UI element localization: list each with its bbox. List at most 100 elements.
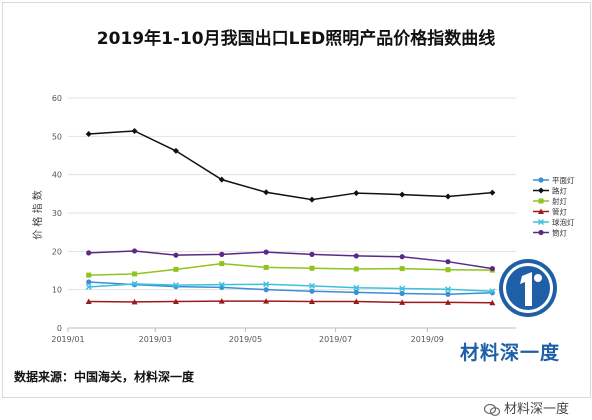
x-tick-label-2: 2019/05 <box>229 335 262 344</box>
series-line-5 <box>88 250 493 270</box>
legend-item-2: 射灯 <box>533 196 567 206</box>
point-5-8 <box>445 259 451 265</box>
legend-label-3: 管灯 <box>552 207 567 217</box>
chart-title: 2019年1-10月我国出口LED照明产品价格指数曲线 <box>96 29 496 49</box>
series-group <box>85 127 496 306</box>
x-tick-label-1: 2019/03 <box>139 335 172 344</box>
point-2-4 <box>263 264 269 270</box>
series-line-4 <box>88 283 493 292</box>
point-1-7 <box>399 191 406 198</box>
brand-text: 材料深一度 <box>460 342 561 364</box>
y-tick-label-1: 10 <box>52 286 62 295</box>
source-note: 数据来源：中国海关，材料深一度 <box>14 370 195 384</box>
point-3-5 <box>308 298 315 305</box>
y-tick-labels: 0 10 20 30 40 50 60 <box>52 94 62 333</box>
point-4-9 <box>489 288 496 295</box>
point-2-0 <box>86 272 92 278</box>
point-3-2 <box>172 298 179 305</box>
legend-swatch-marker-4 <box>538 219 544 225</box>
series-3 <box>85 298 496 306</box>
x-tick-label-0: 2019/01 <box>51 335 84 344</box>
point-0-0 <box>86 279 92 285</box>
point-2-6 <box>353 266 359 272</box>
point-0-4 <box>263 287 269 293</box>
legend-swatch-marker-3 <box>538 208 544 214</box>
point-2-8 <box>445 267 451 273</box>
point-5-5 <box>309 251 315 257</box>
series-line-3 <box>88 300 493 304</box>
y-tick-label-0: 0 <box>57 324 62 333</box>
series-2 <box>86 261 495 278</box>
legend-item-0: 平面灯 <box>533 175 575 185</box>
legend-item-5: 筒灯 <box>533 228 567 238</box>
chart-frame <box>2 2 591 398</box>
point-3-7 <box>399 299 406 305</box>
legend-item-4: 球泡灯 <box>533 217 575 227</box>
point-4-4 <box>263 281 270 288</box>
point-2-5 <box>309 265 315 271</box>
point-3-9 <box>489 299 496 306</box>
series-5 <box>86 248 495 272</box>
point-4-0 <box>85 283 92 290</box>
legend-label-2: 射灯 <box>552 196 567 206</box>
point-5-0 <box>86 250 92 256</box>
point-5-4 <box>263 249 269 255</box>
point-1-9 <box>489 189 496 196</box>
point-4-1 <box>131 280 138 287</box>
wechat-icon <box>483 403 501 416</box>
point-4-5 <box>308 282 315 289</box>
point-0-6 <box>353 289 359 295</box>
legend-label-0: 平面灯 <box>552 175 575 185</box>
point-1-6 <box>353 190 360 197</box>
point-0-5 <box>309 288 315 294</box>
point-2-7 <box>399 266 405 272</box>
x-tick-label-3: 2019/07 <box>319 335 352 344</box>
point-3-4 <box>263 298 270 304</box>
legend-label-1: 路灯 <box>552 186 567 196</box>
point-0-7 <box>399 290 405 297</box>
point-5-1 <box>131 248 138 254</box>
point-1-3 <box>218 176 225 183</box>
legend-label-5: 筒灯 <box>552 228 567 238</box>
point-3-8 <box>444 299 451 305</box>
point-3-6 <box>353 298 360 305</box>
legend-item-3: 管灯 <box>533 207 567 217</box>
point-2-1 <box>132 271 138 277</box>
y-tick-label-3: 30 <box>52 209 62 218</box>
legend-item-1: 路灯 <box>533 186 567 196</box>
point-0-8 <box>445 291 451 297</box>
series-line-2 <box>88 262 493 276</box>
point-3-1 <box>131 298 138 305</box>
point-4-8 <box>444 286 451 293</box>
series-0 <box>86 279 495 297</box>
point-1-4 <box>263 189 270 196</box>
watermark: 材料深一度 <box>483 398 569 417</box>
point-4-2 <box>172 282 179 289</box>
point-4-6 <box>353 284 360 291</box>
point-4-3 <box>218 281 225 288</box>
point-2-3 <box>219 261 225 267</box>
x-tick-label-4: 2019/09 <box>411 335 444 344</box>
y-tick-label-2: 20 <box>52 247 62 256</box>
series-4 <box>85 280 496 295</box>
legend-swatch-marker-1 <box>538 187 544 194</box>
point-1-0 <box>85 131 92 138</box>
point-5-2 <box>173 252 179 258</box>
series-line-0 <box>88 281 493 296</box>
y-axis-label: 价 格 指 数 <box>31 190 44 240</box>
legend-label-4: 球泡灯 <box>552 217 575 227</box>
x-tick-labels: 2019/01 2019/03 2019/05 2019/07 2019/09 <box>51 335 444 344</box>
point-3-0 <box>85 298 92 305</box>
point-1-1 <box>131 127 138 134</box>
point-2-2 <box>173 266 179 272</box>
point-1-2 <box>172 147 179 154</box>
point-1-5 <box>308 196 315 203</box>
y-tick-label-6: 60 <box>52 94 62 103</box>
point-5-6 <box>353 253 359 259</box>
point-5-3 <box>219 251 225 257</box>
point-5-7 <box>399 254 405 260</box>
legend-swatch-marker-5 <box>538 229 544 236</box>
y-tick-label-4: 40 <box>52 171 62 180</box>
